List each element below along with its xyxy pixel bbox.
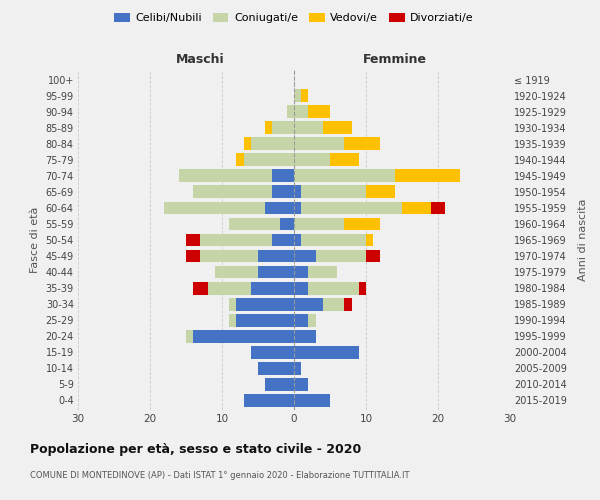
Bar [215, 266, 258, 278]
Bar [193, 186, 272, 198]
Bar [280, 218, 294, 230]
Bar [294, 202, 301, 214]
Bar [200, 250, 258, 262]
Bar [294, 378, 308, 391]
Text: Femmine: Femmine [363, 53, 427, 66]
Bar [272, 122, 294, 134]
Bar [294, 250, 316, 262]
Bar [229, 314, 236, 326]
Bar [359, 282, 366, 294]
Bar [294, 266, 308, 278]
Bar [287, 106, 294, 118]
Bar [323, 122, 352, 134]
Bar [308, 266, 337, 278]
Bar [272, 234, 294, 246]
Bar [208, 282, 251, 294]
Bar [294, 282, 308, 294]
Bar [229, 218, 280, 230]
Bar [258, 266, 294, 278]
Bar [294, 346, 359, 358]
Bar [308, 282, 359, 294]
Y-axis label: Anni di nascita: Anni di nascita [578, 198, 588, 281]
Bar [294, 106, 308, 118]
Bar [294, 362, 301, 374]
Bar [366, 234, 373, 246]
Bar [265, 378, 294, 391]
Text: Maschi: Maschi [176, 53, 225, 66]
Bar [258, 250, 294, 262]
Bar [236, 298, 294, 310]
Bar [265, 122, 272, 134]
Bar [179, 170, 272, 182]
Bar [186, 250, 200, 262]
Bar [193, 282, 208, 294]
Bar [301, 186, 366, 198]
Bar [294, 298, 323, 310]
Bar [258, 362, 294, 374]
Bar [294, 218, 344, 230]
Bar [301, 89, 308, 102]
Bar [294, 170, 395, 182]
Bar [186, 330, 193, 342]
Bar [244, 154, 294, 166]
Bar [395, 170, 460, 182]
Text: Popolazione per età, sesso e stato civile - 2020: Popolazione per età, sesso e stato civil… [30, 442, 361, 456]
Bar [164, 202, 265, 214]
Bar [236, 154, 244, 166]
Bar [193, 330, 294, 342]
Y-axis label: Fasce di età: Fasce di età [30, 207, 40, 273]
Bar [316, 250, 366, 262]
Bar [330, 154, 359, 166]
Bar [323, 298, 344, 310]
Bar [251, 138, 294, 150]
Bar [344, 218, 380, 230]
Bar [431, 202, 445, 214]
Bar [294, 138, 344, 150]
Bar [251, 282, 294, 294]
Bar [344, 298, 352, 310]
Bar [344, 138, 380, 150]
Bar [272, 170, 294, 182]
Legend: Celibi/Nubili, Coniugati/e, Vedovi/e, Divorziati/e: Celibi/Nubili, Coniugati/e, Vedovi/e, Di… [110, 8, 478, 28]
Bar [366, 186, 395, 198]
Bar [294, 234, 301, 246]
Bar [272, 186, 294, 198]
Bar [294, 314, 308, 326]
Bar [236, 314, 294, 326]
Bar [200, 234, 272, 246]
Bar [186, 234, 200, 246]
Bar [402, 202, 431, 214]
Bar [301, 202, 402, 214]
Bar [294, 394, 330, 407]
Bar [294, 89, 301, 102]
Text: COMUNE DI MONTEDINOVE (AP) - Dati ISTAT 1° gennaio 2020 - Elaborazione TUTTITALI: COMUNE DI MONTEDINOVE (AP) - Dati ISTAT … [30, 471, 409, 480]
Bar [265, 202, 294, 214]
Bar [229, 298, 236, 310]
Bar [294, 330, 316, 342]
Bar [244, 394, 294, 407]
Bar [301, 234, 366, 246]
Bar [366, 250, 380, 262]
Bar [244, 138, 251, 150]
Bar [294, 154, 330, 166]
Bar [308, 314, 316, 326]
Bar [251, 346, 294, 358]
Bar [294, 122, 323, 134]
Bar [308, 106, 330, 118]
Bar [294, 186, 301, 198]
